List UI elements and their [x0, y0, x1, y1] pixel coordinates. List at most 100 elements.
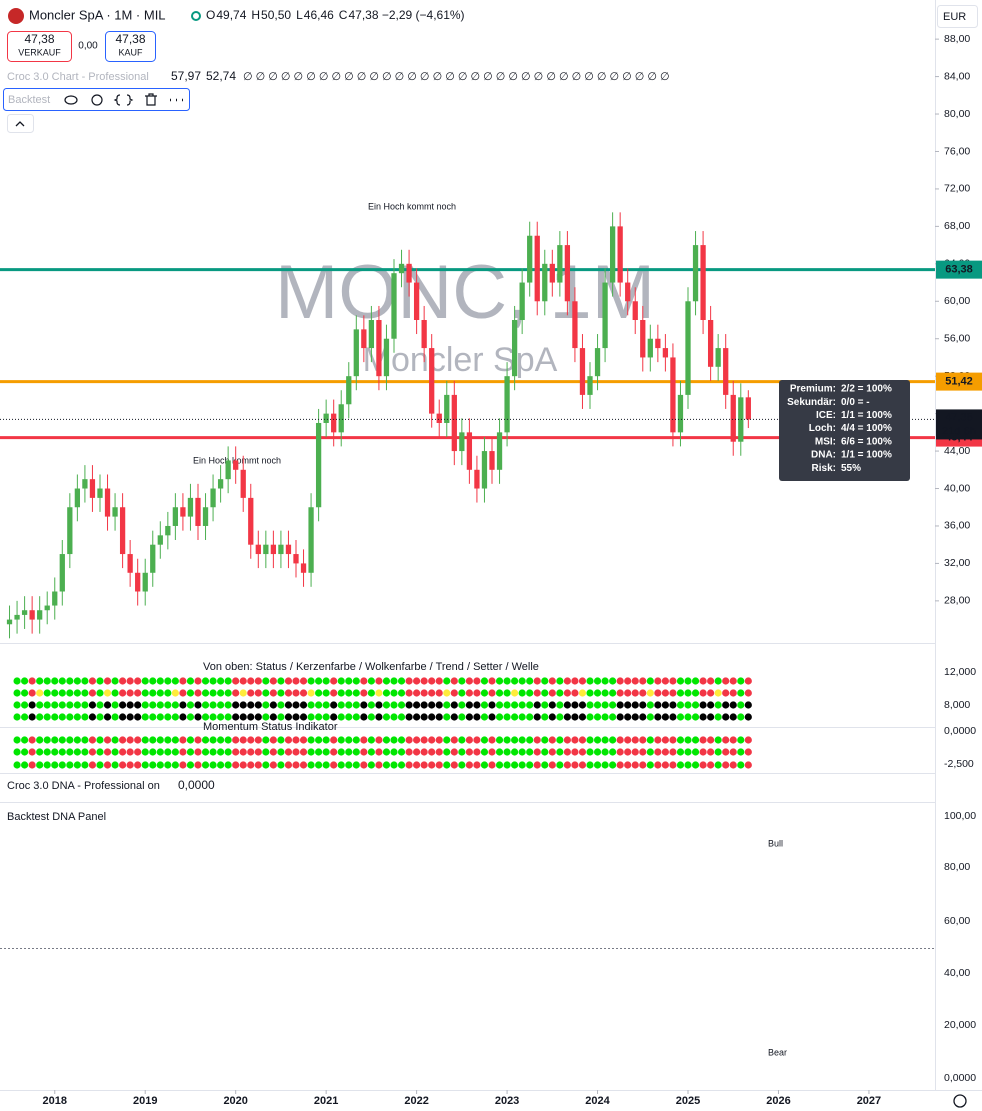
status-dot	[299, 761, 308, 769]
indicator-name[interactable]: Croc 3.0 Chart - Professional	[7, 71, 149, 83]
status-dot	[420, 689, 428, 697]
status-dot	[556, 748, 564, 756]
candle-body	[361, 329, 367, 349]
status-dot	[601, 736, 609, 744]
status-dot	[179, 713, 187, 721]
status-dot	[13, 701, 21, 709]
status-dot	[744, 748, 752, 756]
status-dot	[571, 677, 579, 685]
status-dot	[495, 748, 504, 756]
status-dot	[631, 713, 639, 721]
y-tick-label: 40,00	[944, 482, 970, 494]
status-dot	[141, 761, 149, 769]
status-dot	[43, 689, 51, 697]
candle-body	[248, 497, 254, 545]
status-dot	[217, 736, 225, 744]
status-dot	[526, 761, 534, 769]
status-dot	[526, 677, 534, 685]
status-dot	[134, 761, 142, 769]
settings-icon[interactable]	[91, 94, 103, 106]
status-dot	[609, 713, 617, 721]
y-tick-label: 60,00	[944, 295, 970, 307]
candle-body	[542, 263, 548, 302]
status-dot	[639, 748, 647, 756]
symbol[interactable]: Moncler SpA · 1M · MIL	[29, 7, 166, 22]
status-dot	[609, 689, 617, 697]
status-dot	[375, 736, 383, 744]
status-dot	[691, 713, 700, 721]
sell-button[interactable]	[7, 31, 72, 62]
candle-body	[59, 554, 65, 592]
bull-label: Bull	[768, 838, 783, 848]
status-dot	[81, 748, 89, 756]
status-dot	[601, 677, 609, 685]
level-label: 51,42	[945, 376, 973, 388]
status-dot	[141, 701, 149, 709]
status-dot	[691, 736, 700, 744]
status-dot	[639, 736, 647, 744]
eye-icon[interactable]	[64, 95, 78, 105]
status-dot	[503, 689, 511, 697]
status-dot	[292, 701, 300, 709]
ohlc-key: L	[296, 8, 303, 22]
status-dot	[518, 748, 526, 756]
status-dot	[593, 701, 602, 709]
tooltip-key: Sekundär:	[787, 397, 836, 408]
status-dot	[488, 677, 496, 685]
status-dot	[292, 689, 300, 697]
status-dot	[81, 761, 89, 769]
status-dot	[563, 677, 571, 685]
status-dot	[639, 689, 647, 697]
candle-body	[338, 404, 344, 433]
candle-body	[609, 226, 616, 283]
ohlc-value: 49,74	[216, 8, 246, 22]
status-dot	[315, 689, 323, 697]
candle-body	[74, 488, 81, 508]
settings-button[interactable]	[953, 1094, 967, 1108]
candle-body	[436, 413, 442, 423]
panel-tick-label: 100,00	[944, 810, 976, 822]
status-dot	[194, 677, 202, 685]
candle-body	[104, 488, 111, 517]
status-dot	[201, 761, 210, 769]
status-dot	[73, 689, 81, 697]
status-dot	[322, 761, 330, 769]
collapse-icon	[15, 121, 25, 127]
status-dot	[134, 701, 142, 709]
currency-button[interactable]	[937, 5, 978, 28]
y-tick-label: 32,00	[944, 557, 970, 569]
status-dot	[73, 677, 81, 685]
backtest-toolbar[interactable]	[3, 88, 190, 111]
status-dot	[428, 677, 436, 685]
status-dot	[631, 701, 639, 709]
status-dot	[714, 713, 722, 721]
candle-body	[413, 282, 420, 320]
status-dot	[186, 713, 195, 721]
status-dot	[20, 761, 29, 769]
status-dot	[269, 677, 277, 685]
status-dot	[488, 689, 496, 697]
candle-body	[52, 591, 58, 606]
status-dot	[707, 689, 715, 697]
status-dot	[345, 701, 353, 709]
status-dot	[73, 713, 81, 721]
code-icon[interactable]	[113, 94, 134, 106]
status-dot	[277, 713, 285, 721]
status-dot	[533, 713, 541, 721]
candle-body	[557, 245, 563, 283]
status-dot	[556, 736, 564, 744]
panel-value: 0,0000	[178, 778, 215, 792]
collapse-button[interactable]	[7, 114, 34, 133]
y-tick-label: 88,00	[944, 33, 970, 45]
status-dot	[141, 713, 149, 721]
tooltip-key: Loch:	[809, 423, 836, 434]
buy-button[interactable]	[105, 31, 156, 62]
delete-icon[interactable]	[145, 93, 157, 106]
status-dot	[593, 713, 602, 721]
status-dot	[149, 761, 157, 769]
status-dot	[284, 736, 293, 744]
status-dot	[28, 689, 36, 697]
status-dot	[224, 677, 232, 685]
status-dot	[307, 701, 315, 709]
